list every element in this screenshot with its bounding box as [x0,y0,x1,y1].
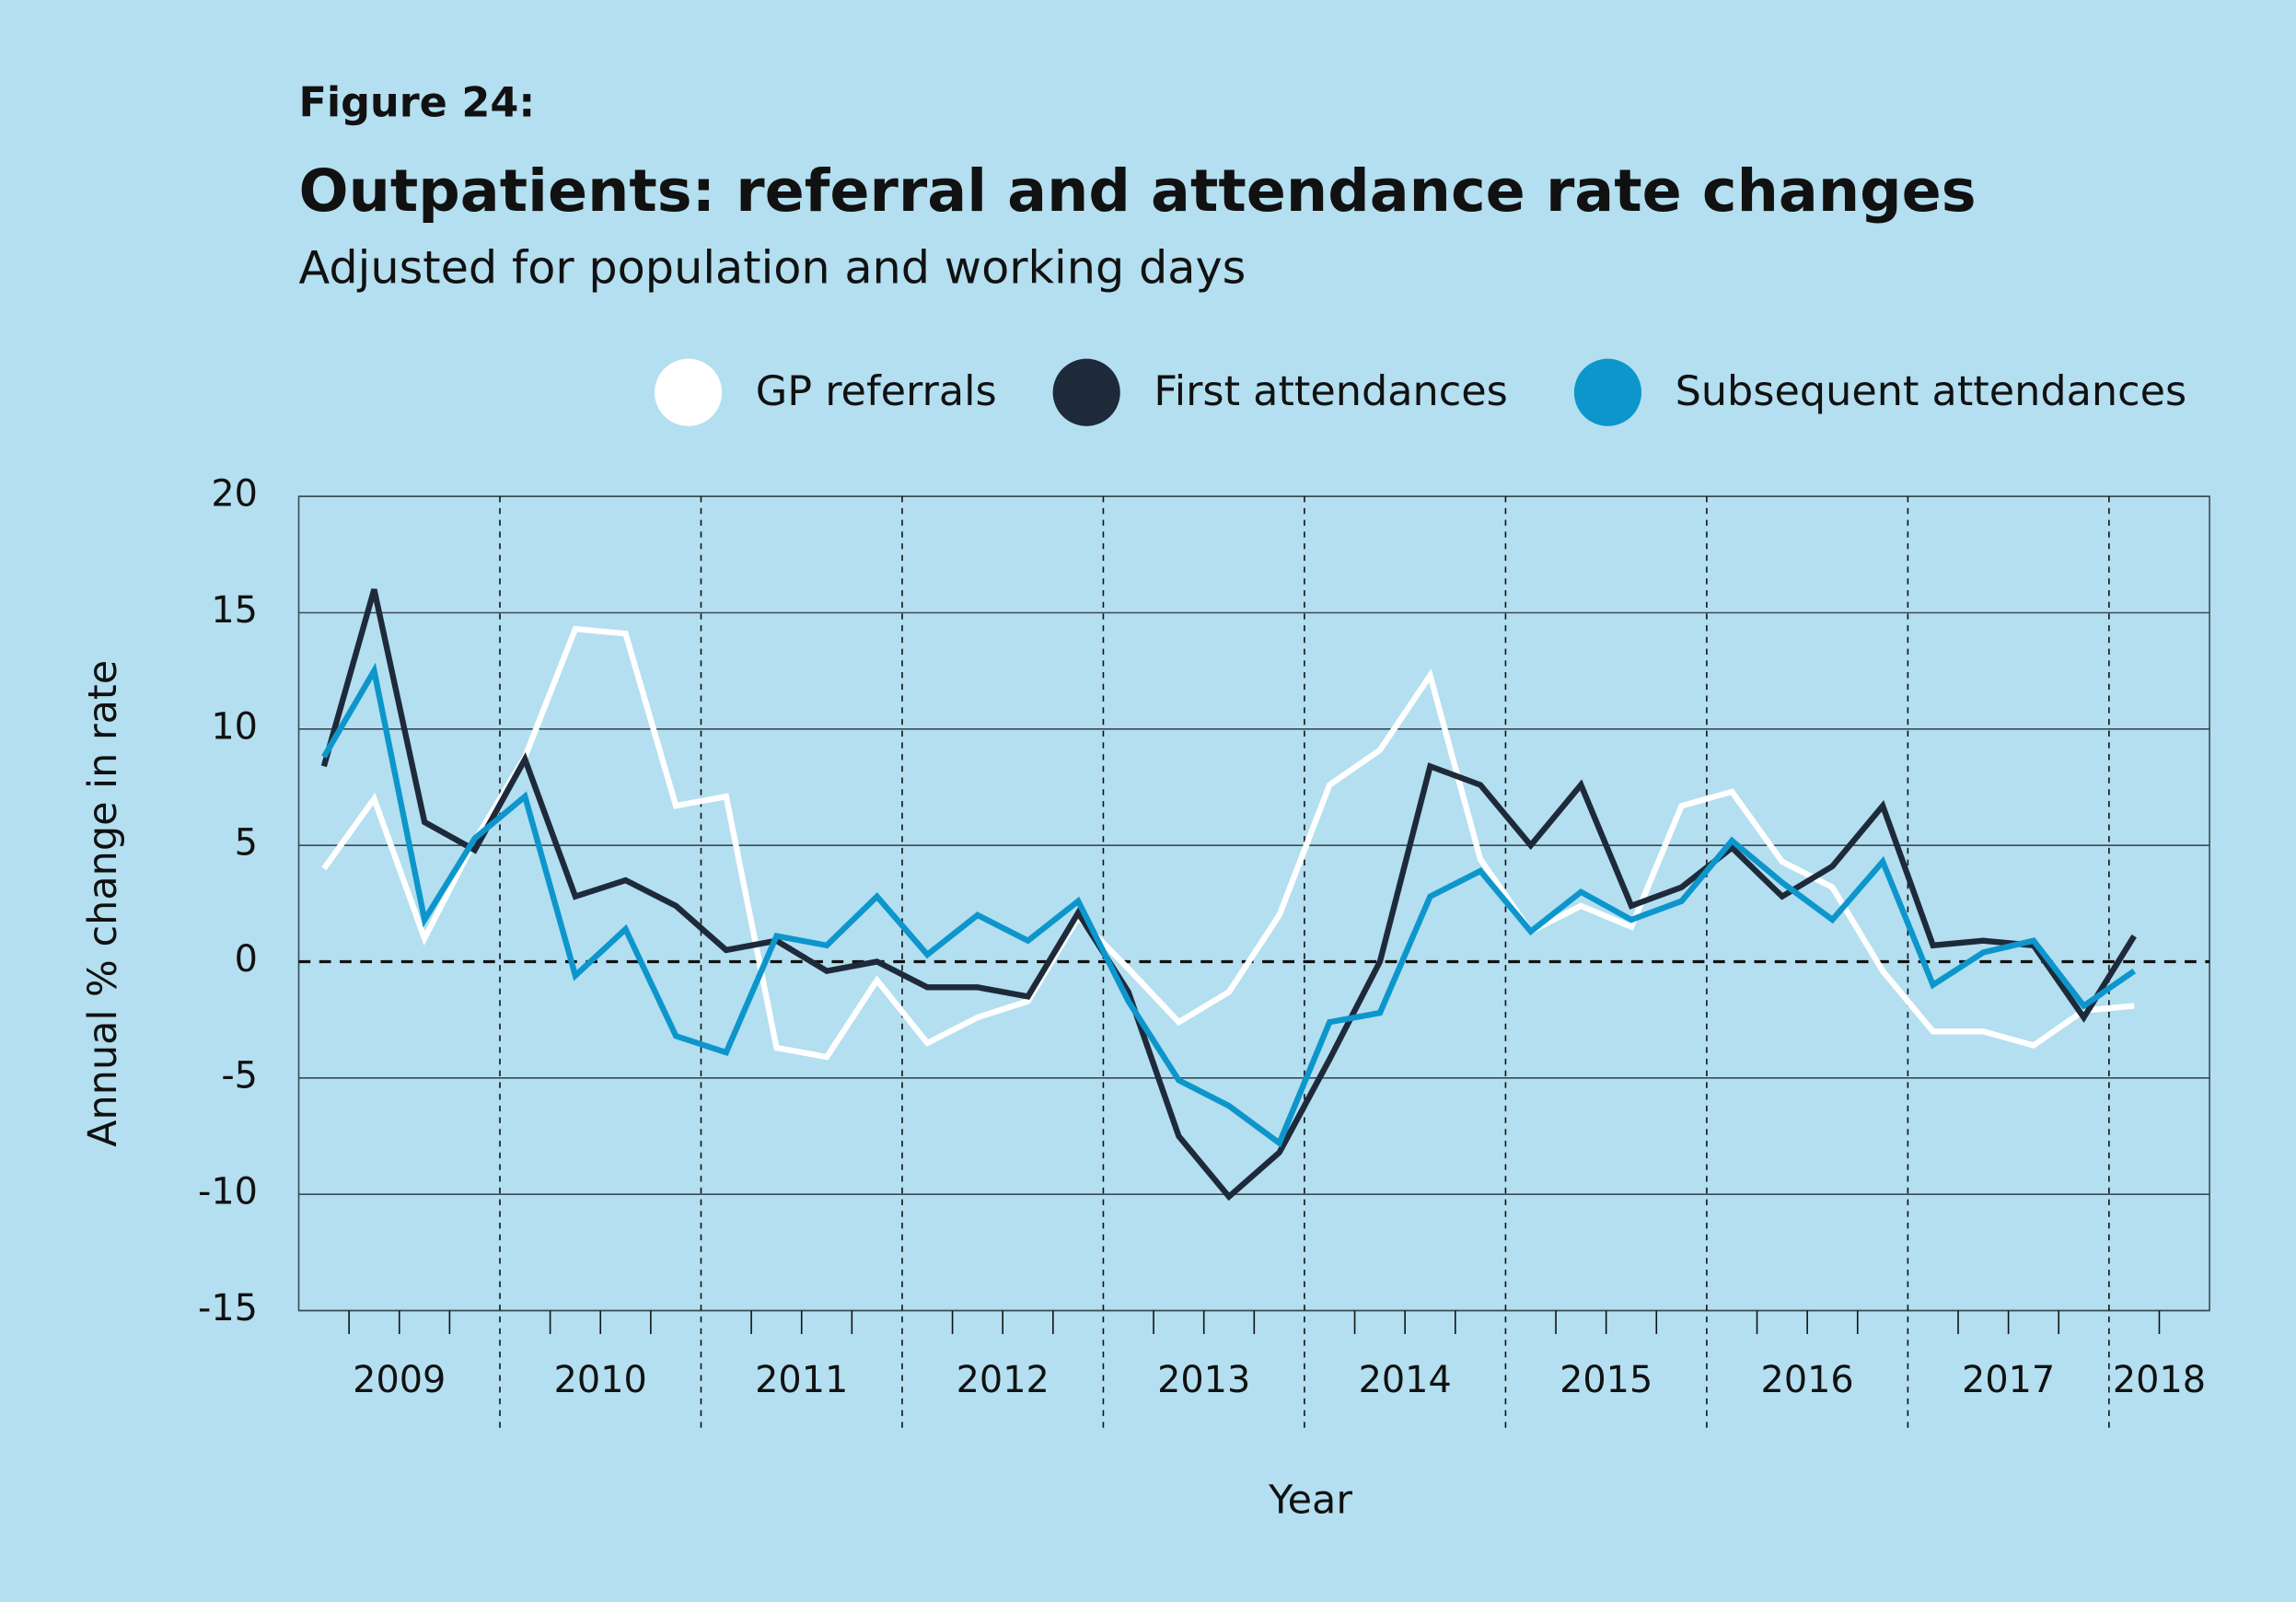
chart-title: Outpatients: referral and attendance rat… [299,157,1977,226]
x-tick-label: 2010 [554,1359,647,1401]
y-tick-label: 20 [211,473,258,516]
legend-label: First attendances [1154,367,1507,415]
y-tick-label: 15 [211,589,258,632]
series-line [320,588,2137,1202]
legend-label: Subsequent attendances [1676,367,2187,415]
y-tick-label: -5 [221,1054,258,1097]
y-tick-label: -10 [198,1171,258,1213]
x-tick-label: 2012 [957,1359,1049,1401]
figure-label: Figure 24: [299,79,536,127]
x-tick-label: 2013 [1157,1359,1250,1401]
x-axis-label: Year [1268,1477,1352,1523]
legend-label: GP referrals [756,367,997,415]
x-tick-label: 2017 [1962,1359,2055,1401]
x-tick-label: 2014 [1359,1359,1452,1401]
x-tick-label: 2011 [755,1359,848,1401]
x-tick-label: 2018 [2113,1359,2206,1401]
legend-marker [1573,358,1641,426]
x-tick-label: 2016 [1761,1359,1854,1401]
y-axis-label: Annual % change in rate [80,660,126,1147]
y-tick-label: -15 [198,1287,258,1329]
legend-marker [1052,358,1120,426]
series-line [321,662,2137,1148]
legend-marker [655,358,723,426]
x-tick-label: 2015 [1560,1359,1652,1401]
y-tick-label: 10 [211,705,258,748]
y-tick-label: 5 [235,822,258,865]
series-line [321,625,2135,1061]
y-tick-label: 0 [235,938,258,981]
chart-subtitle: Adjusted for population and working days [299,241,1247,295]
x-tick-label: 2009 [353,1359,446,1401]
